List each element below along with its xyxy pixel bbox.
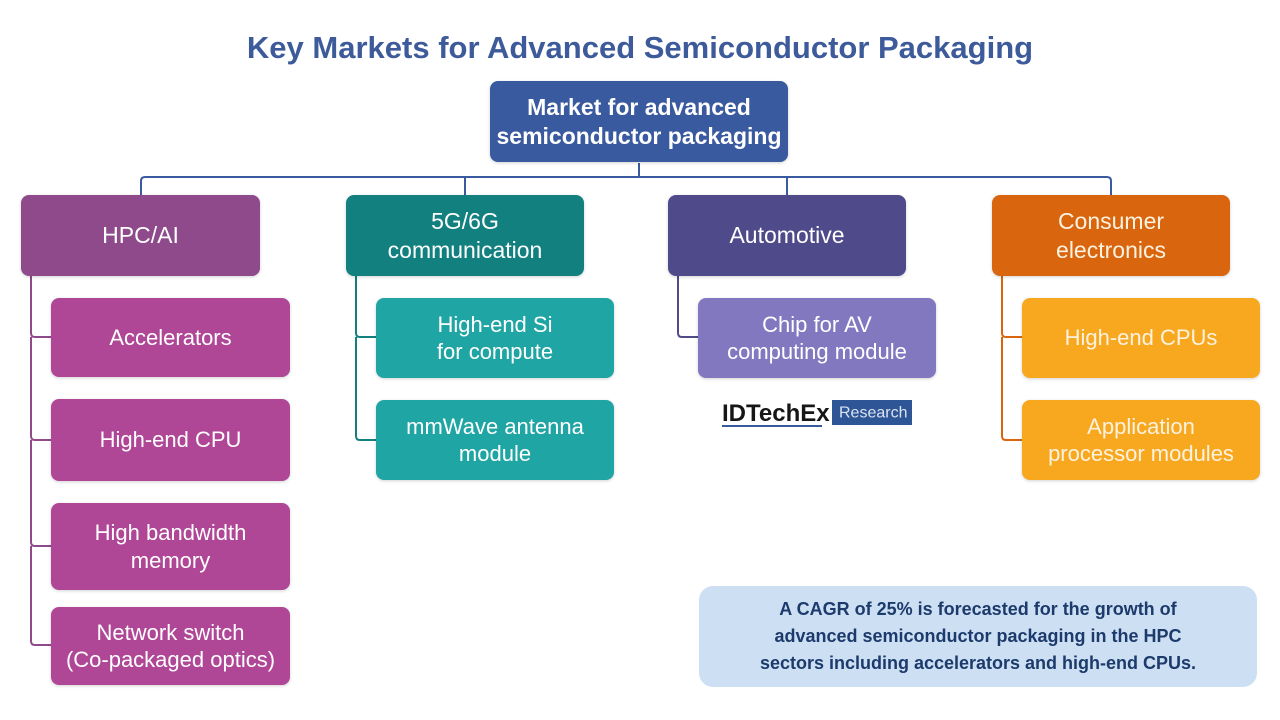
svg-text:IDTechEx: IDTechEx <box>722 400 830 427</box>
svg-text:Research: Research <box>839 405 907 422</box>
